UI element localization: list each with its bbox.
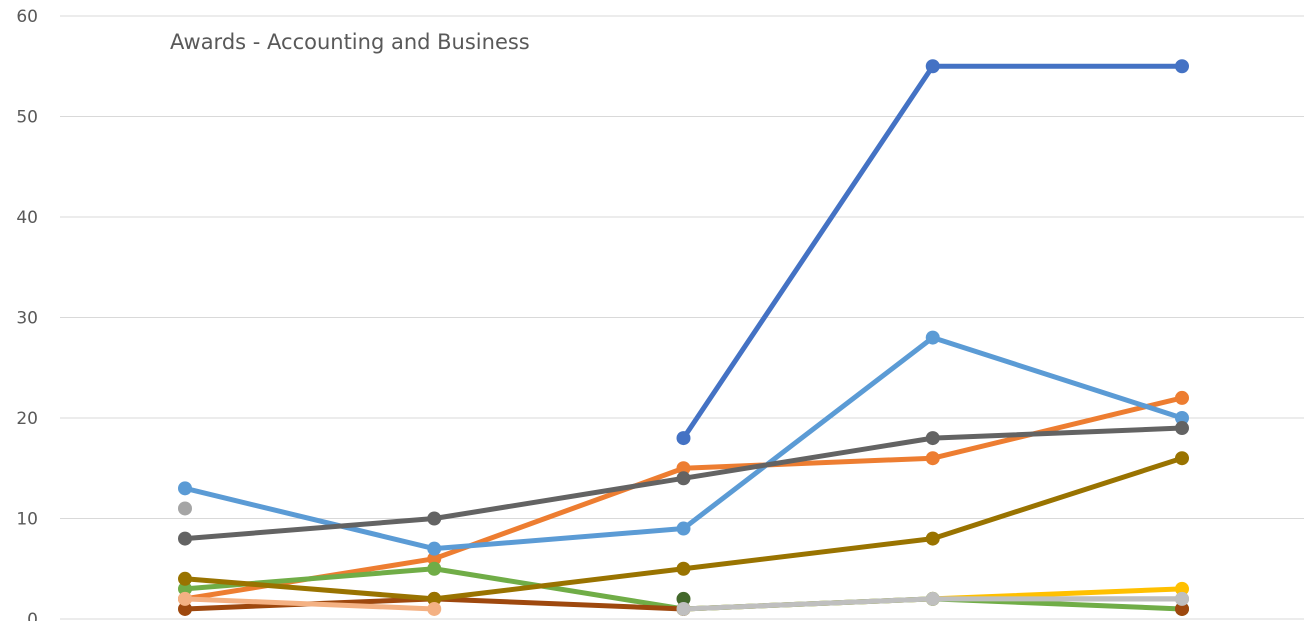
y-tick-label: 40: [16, 208, 38, 228]
data-point: [427, 511, 442, 526]
data-point: [676, 471, 691, 486]
gridlines: [60, 15, 1304, 620]
data-point: [427, 541, 442, 556]
series-8: [178, 421, 1189, 546]
series-4: [178, 330, 1189, 556]
y-axis-ticks: 0 10 20 30 40 50 60: [16, 7, 38, 626]
data-point: [925, 451, 940, 466]
chart-title: Awards - Accounting and Business: [170, 30, 530, 54]
series-line-segment: [431, 526, 686, 552]
series-line-segment: [431, 475, 686, 521]
series-12: [676, 591, 1189, 616]
data-point: [178, 581, 192, 596]
data-point: [1175, 591, 1189, 606]
series-line-segment: [431, 566, 686, 602]
y-tick-label: 10: [16, 510, 38, 530]
y-tick-label: 20: [16, 409, 38, 429]
series-line-segment: [681, 435, 936, 481]
data-point: [925, 591, 940, 606]
series-lines: [178, 59, 1189, 616]
data-point: [676, 461, 691, 476]
series-line-segment: [930, 335, 1185, 421]
series-line-segment: [681, 536, 936, 572]
y-tick-label: 30: [16, 309, 38, 329]
data-point: [178, 531, 192, 546]
data-point: [427, 601, 442, 616]
data-point: [1175, 411, 1189, 425]
data-point: [178, 481, 192, 496]
data-point: [178, 501, 192, 516]
y-tick-label: 0: [27, 610, 38, 621]
series-line-segment: [431, 566, 686, 612]
series-line-segment: [182, 516, 437, 542]
data-point: [676, 431, 691, 446]
data-point: [178, 601, 192, 616]
series-line-segment: [182, 596, 437, 612]
y-tick-label: 60: [16, 7, 38, 27]
series-line-segment: [930, 455, 1185, 542]
series-line-segment: [930, 425, 1185, 441]
data-point: [1175, 59, 1189, 74]
data-point: [1175, 421, 1189, 436]
data-point: [1175, 601, 1189, 616]
data-point: [427, 591, 442, 606]
data-point: [925, 59, 940, 74]
data-point: [676, 561, 691, 576]
series-line-segment: [182, 485, 437, 552]
series-9: [178, 451, 1189, 606]
data-point: [676, 521, 691, 536]
series-0: [676, 59, 1189, 446]
series-10: [676, 591, 691, 606]
data-point: [1175, 451, 1189, 466]
data-point: [427, 561, 442, 576]
series-line-segment: [681, 455, 936, 471]
data-point: [178, 591, 192, 606]
series-line-segment: [681, 335, 936, 532]
data-point: [1175, 581, 1189, 596]
data-point: [925, 431, 940, 446]
series-line-segment: [681, 63, 936, 441]
data-point: [1175, 390, 1189, 405]
data-point: [925, 330, 940, 345]
series-line-segment: [182, 576, 437, 602]
data-point: [676, 601, 691, 616]
data-point: [925, 531, 940, 546]
data-point: [676, 591, 691, 606]
series-line-segment: [681, 596, 936, 612]
series-line-segment: [182, 566, 437, 592]
data-point: [178, 571, 192, 586]
y-tick-label: 50: [16, 108, 38, 128]
series-line-segment: [431, 596, 686, 612]
series-line-segment: [930, 395, 1185, 461]
series-11: [178, 591, 442, 616]
data-point: [427, 551, 442, 566]
